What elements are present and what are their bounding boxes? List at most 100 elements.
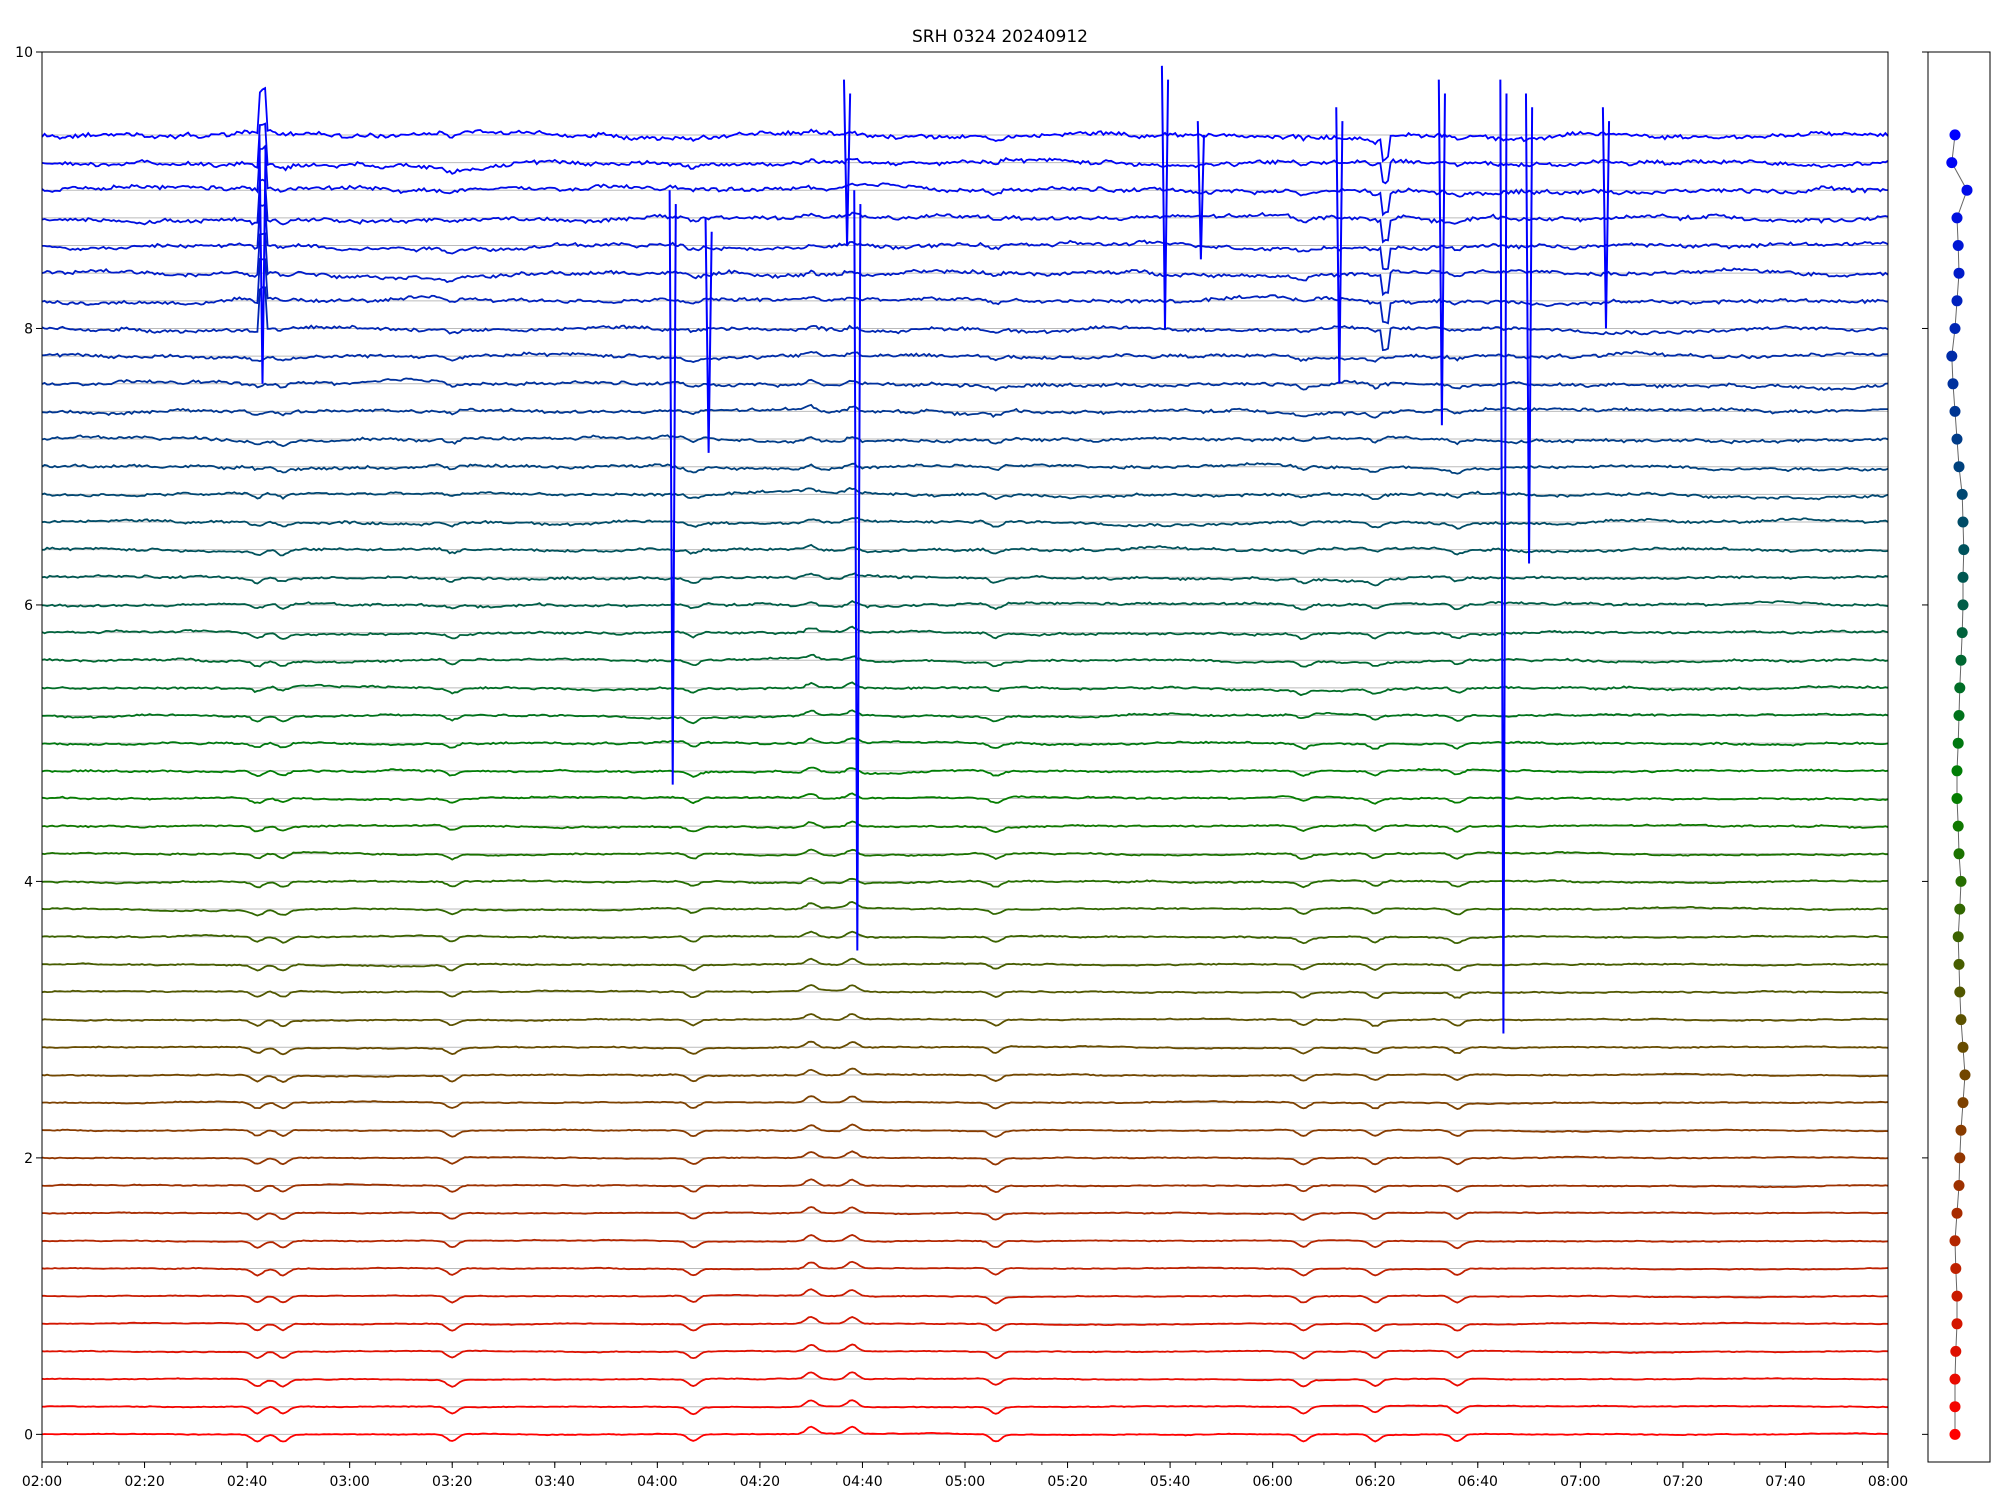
series-line [41, 625, 1889, 641]
side-panel-point [1953, 1180, 1965, 1191]
side-panel-point [1949, 1401, 1961, 1413]
series-line [41, 1040, 1889, 1056]
series-line [41, 144, 1889, 217]
side-panel-point [1956, 627, 1968, 639]
side-panel-point [1954, 986, 1966, 998]
side-panel-point [1959, 1069, 1971, 1081]
x-tick-label: 02:20 [124, 1474, 164, 1490]
x-tick-label: 05:40 [1150, 1474, 1190, 1490]
series-line [41, 1425, 1889, 1443]
series-line [41, 792, 1889, 805]
series-line [41, 900, 1889, 917]
series-line [41, 257, 1889, 325]
x-tick-label: 07:40 [1765, 1474, 1805, 1490]
series-line [42, 709, 1889, 725]
side-panel-point [1954, 903, 1966, 915]
side-panel-point [1955, 1124, 1967, 1136]
series-line [41, 600, 1889, 611]
y-axis: 0 2 4 6 8 10 [15, 45, 1928, 1443]
x-tick-label: 08:00 [1868, 1474, 1908, 1490]
series-line [41, 403, 1888, 419]
side-panel-point [1955, 654, 1967, 666]
series-line [41, 820, 1889, 834]
side-panel-point [1953, 958, 1965, 970]
x-tick-label: 02:40 [227, 1474, 267, 1490]
series-line [41, 957, 1889, 972]
series-line [41, 1150, 1889, 1166]
series-line [41, 653, 1889, 668]
x-tick-label: 03:40 [535, 1474, 575, 1490]
series-line [41, 1260, 1889, 1277]
series-layer [41, 65, 1889, 1443]
x-axis: 02:00 02:20 02:40 03:00 03:20 03:40 04:00 04:20… [22, 1462, 1908, 1490]
x-tick-label: 02:00 [22, 1474, 62, 1490]
y-tick-label: 8 [24, 321, 33, 337]
side-panel-points [1946, 129, 1973, 1440]
side-panel-point [1949, 129, 1961, 141]
series-spike [1601, 107, 1611, 329]
series-line [42, 1288, 1889, 1305]
series-line [41, 984, 1889, 999]
side-panel-point [1952, 931, 1964, 943]
y-tick-label: 0 [24, 1427, 33, 1443]
series-line [42, 1206, 1889, 1221]
series-spike [668, 190, 677, 785]
side-panel-point [1952, 240, 1964, 251]
series-line [41, 516, 1889, 530]
side-panel-point [1955, 1014, 1967, 1026]
x-tick-label: 03:00 [329, 1474, 369, 1490]
series-line [41, 1178, 1889, 1194]
side-panel [1927, 51, 1991, 1463]
side-panel-point [1949, 1428, 1961, 1440]
series-line [41, 737, 1889, 750]
side-panel-point [1946, 350, 1958, 362]
series-line [41, 543, 1889, 557]
series-line [41, 377, 1889, 392]
side-panel-frame [1927, 51, 1991, 1463]
side-panel-point [1951, 212, 1963, 224]
side-panel-point [1951, 1290, 1963, 1302]
side-panel-point [1952, 820, 1964, 832]
chart-title: SRH 0324 20240912 [912, 27, 1088, 47]
side-panel-point [1954, 682, 1966, 694]
x-tick-label: 07:20 [1663, 1474, 1703, 1490]
series-line [41, 766, 1889, 778]
x-tick-label: 06:40 [1458, 1474, 1498, 1490]
series-line [41, 1371, 1889, 1388]
side-panel-point [1951, 295, 1963, 307]
x-tick-label: 05:00 [945, 1474, 985, 1490]
series-line [41, 1013, 1889, 1028]
side-panel-point [1951, 1318, 1963, 1330]
side-panel-point [1947, 378, 1959, 390]
side-panel-point [1961, 184, 1973, 196]
side-panel-point [1949, 405, 1961, 417]
side-panel-point [1950, 1345, 1962, 1357]
side-panel-point [1953, 267, 1965, 279]
x-tick-label: 04:40 [842, 1474, 882, 1490]
series-line [41, 572, 1889, 587]
series-line [41, 1234, 1889, 1250]
series-spike [1160, 65, 1170, 329]
series-spike [704, 217, 713, 453]
series-line [41, 1399, 1889, 1416]
series-line [41, 876, 1889, 889]
x-tick-label: 06:20 [1355, 1474, 1395, 1490]
x-tick-label: 03:20 [432, 1474, 472, 1490]
main-plot-area: 02:00 02:20 02:40 03:00 03:20 03:40 04:00 04:20… [15, 45, 1928, 1490]
series-line [41, 1095, 1889, 1110]
series-line [41, 486, 1889, 501]
side-panel-point [1957, 1041, 1969, 1053]
series-line [41, 286, 1889, 352]
series-line [41, 848, 1888, 861]
series-line [41, 1315, 1889, 1332]
side-panel-point [1957, 571, 1969, 583]
x-tick-label: 06:00 [1252, 1474, 1292, 1490]
series-line [41, 1123, 1889, 1138]
series-line [41, 122, 1889, 185]
x-tick-label: 07:00 [1560, 1474, 1600, 1490]
side-panel-point [1958, 544, 1970, 556]
main-plot-frame [41, 51, 1889, 1463]
series-line [41, 434, 1889, 448]
series-line [41, 462, 1889, 475]
